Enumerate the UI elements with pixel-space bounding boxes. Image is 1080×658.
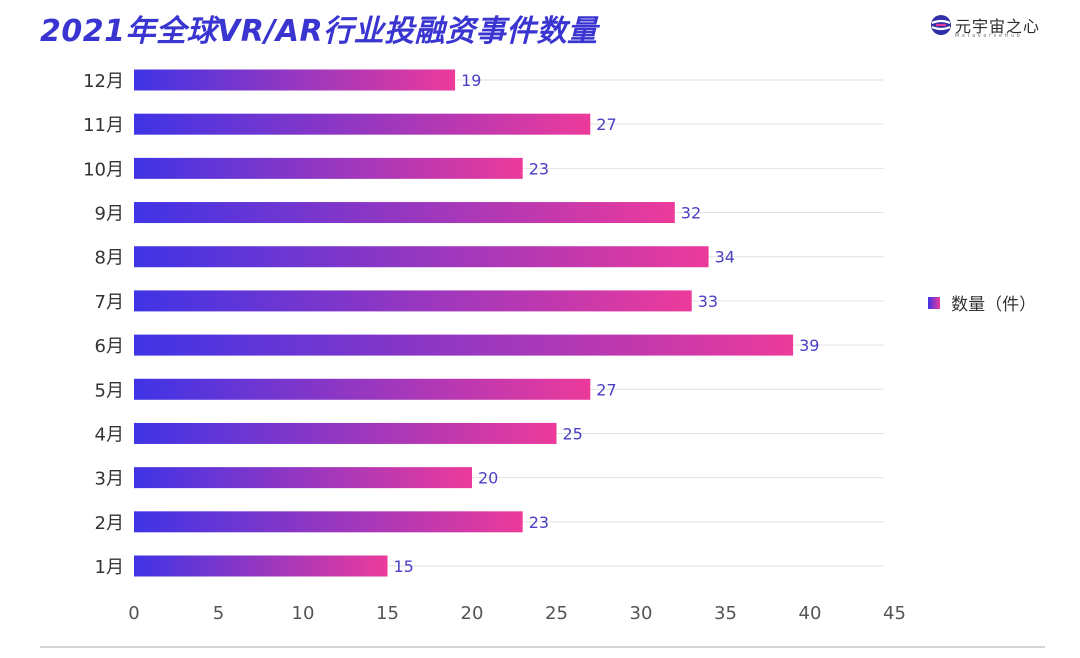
globe-icon xyxy=(931,15,951,35)
data-label: 39 xyxy=(799,336,819,355)
x-axis-tick: 10 xyxy=(292,603,315,624)
bar xyxy=(134,157,523,179)
x-axis-tick: 5 xyxy=(213,603,224,624)
x-axis-ticks: 0 5 10 15 20 25 30 35 40 45 xyxy=(128,603,906,624)
bar xyxy=(134,113,591,135)
legend-label: 数量（件） xyxy=(951,295,1037,315)
data-label: 15 xyxy=(394,557,414,576)
bar xyxy=(134,511,523,533)
y-axis-label: 6月 xyxy=(95,336,124,357)
data-label: 34 xyxy=(715,248,735,267)
bottom-divider xyxy=(40,646,1045,648)
x-axis-tick: 25 xyxy=(545,603,568,624)
bar xyxy=(134,334,794,356)
x-axis-tick: 20 xyxy=(461,603,484,624)
bar xyxy=(134,467,472,489)
legend: 数量（件） xyxy=(928,290,1037,315)
y-axis-label: 8月 xyxy=(95,248,124,269)
bar xyxy=(134,290,692,312)
bar xyxy=(134,69,456,91)
brand-logo: 元宇宙之心 MetaverseHub xyxy=(930,12,1050,42)
bars xyxy=(134,69,794,577)
y-axis-label: 3月 xyxy=(95,469,124,490)
data-label: 23 xyxy=(529,513,549,532)
y-axis-labels: 1月 2月 3月 4月 5月 6月 7月 8月 9月 10月 11月 12月 xyxy=(83,71,124,578)
x-axis-tick: 40 xyxy=(799,603,822,624)
x-axis-tick: 15 xyxy=(376,603,399,624)
data-label: 25 xyxy=(563,424,583,443)
y-axis-label: 11月 xyxy=(83,115,124,136)
data-label: 33 xyxy=(698,292,718,311)
bar xyxy=(134,555,388,577)
y-axis-label: 4月 xyxy=(95,424,124,445)
chart-title: 2021年全球VR/AR行业投融资事件数量 xyxy=(40,14,598,49)
data-label: 19 xyxy=(461,71,481,90)
legend-swatch xyxy=(928,296,940,309)
data-label: 32 xyxy=(681,204,701,223)
y-axis-label: 7月 xyxy=(95,292,124,313)
x-axis-tick: 0 xyxy=(128,603,139,624)
x-axis-tick: 30 xyxy=(630,603,653,624)
y-axis-label: 2月 xyxy=(95,513,124,534)
x-axis-tick: 45 xyxy=(883,603,906,624)
y-axis-label: 12月 xyxy=(83,71,124,92)
x-axis-tick: 35 xyxy=(714,603,737,624)
data-label: 23 xyxy=(529,159,549,178)
bar xyxy=(134,246,709,268)
y-axis-label: 1月 xyxy=(95,557,124,578)
data-labels: 15 23 20 25 27 39 33 34 32 23 27 19 xyxy=(394,71,820,576)
y-axis-label: 5月 xyxy=(95,380,124,401)
grid-lines xyxy=(134,79,884,567)
y-axis-label: 10月 xyxy=(83,159,124,180)
bar xyxy=(134,378,591,400)
bar xyxy=(134,422,557,444)
logo-subtext: MetaverseHub xyxy=(955,33,1023,39)
data-label: 27 xyxy=(596,380,616,399)
y-axis-label: 9月 xyxy=(95,204,124,225)
data-label: 20 xyxy=(478,469,498,488)
bar xyxy=(134,202,675,224)
data-label: 27 xyxy=(596,115,616,134)
logo-text: 元宇宙之心 xyxy=(955,17,1041,36)
